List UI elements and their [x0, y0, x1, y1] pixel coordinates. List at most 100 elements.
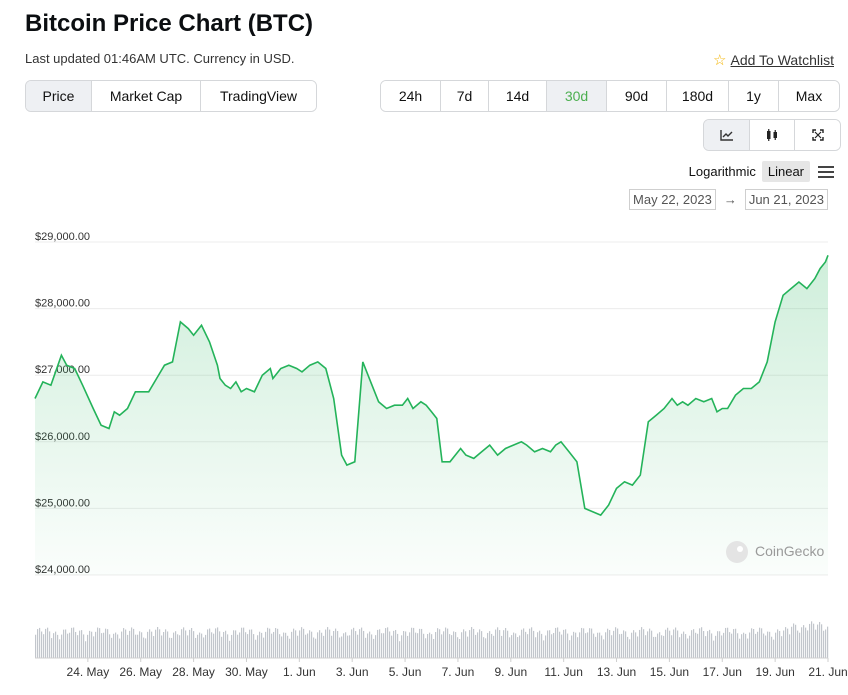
tab-tradingview[interactable]: TradingView: [201, 81, 316, 111]
volume-bar: [291, 631, 293, 658]
line-chart-icon[interactable]: [704, 120, 750, 150]
volume-bar: [801, 627, 803, 658]
volume-bar: [371, 634, 373, 658]
volume-bar: [111, 637, 113, 658]
volume-bar: [669, 630, 671, 658]
volume-bar: [495, 629, 497, 658]
range-14d[interactable]: 14d: [489, 81, 547, 111]
volume-bar: [565, 629, 567, 658]
volume-bar: [725, 627, 727, 658]
volume-bar: [531, 627, 533, 658]
volume-bar: [203, 637, 205, 658]
volume-bar: [717, 631, 719, 658]
volume-bar: [477, 632, 479, 658]
range-180d[interactable]: 180d: [667, 81, 729, 111]
volume-bar: [145, 638, 147, 658]
volume-bar: [571, 635, 573, 658]
volume-bar: [707, 631, 709, 658]
price-chart[interactable]: $29,000.00$28,000.00$27,000.00$26,000.00…: [0, 225, 848, 695]
volume-bar: [591, 628, 593, 658]
volume-bar: [691, 630, 693, 658]
volume-bar: [783, 630, 785, 658]
volume-bar: [361, 627, 363, 658]
volume-bar: [793, 623, 795, 658]
volume-bar: [737, 633, 739, 658]
volume-bar: [427, 633, 429, 658]
volume-bar: [659, 632, 661, 658]
volume-bar: [489, 631, 491, 658]
menu-icon[interactable]: [818, 163, 834, 181]
volume-bar: [183, 627, 185, 658]
volume-bar: [325, 629, 327, 658]
range-90d[interactable]: 90d: [607, 81, 667, 111]
volume-bar: [653, 636, 655, 658]
volume-bar: [43, 634, 45, 658]
price-area: [35, 255, 828, 576]
volume-bar: [797, 630, 799, 658]
volume-bar: [667, 627, 669, 658]
tab-price[interactable]: Price: [26, 81, 92, 111]
volume-bar: [343, 633, 345, 658]
volume-bar: [529, 628, 531, 658]
volume-bar: [739, 638, 741, 658]
volume-bar: [443, 631, 445, 658]
volume-bar: [137, 634, 139, 658]
date-to-input[interactable]: Jun 21, 2023: [744, 189, 828, 210]
volume-bar: [413, 627, 415, 658]
volume-bar: [159, 629, 161, 658]
volume-bar: [383, 633, 385, 658]
volume-bar: [731, 633, 733, 658]
add-to-watchlist-link[interactable]: ☆ Add To Watchlist: [713, 51, 834, 69]
volume-bar: [151, 631, 153, 658]
volume-bar: [141, 632, 143, 658]
scale-linear[interactable]: Linear: [761, 161, 810, 182]
volume-bar: [721, 635, 723, 658]
volume-bar: [799, 632, 801, 658]
volume-bar: [609, 630, 611, 658]
coingecko-logo-icon: [726, 541, 748, 563]
volume-bar: [811, 621, 813, 658]
volume-bar: [769, 631, 771, 658]
candlestick-icon[interactable]: [750, 120, 795, 150]
volume-bar: [549, 630, 551, 658]
volume-bar: [649, 628, 651, 658]
volume-bar: [589, 628, 591, 658]
volume-bar: [337, 631, 339, 658]
volume-bar: [375, 635, 377, 658]
tab-market-cap[interactable]: Market Cap: [92, 81, 201, 111]
volume-bar: [815, 629, 817, 658]
volume-bar: [119, 638, 121, 658]
y-tick-label: $29,000.00: [35, 231, 90, 243]
volume-bar: [479, 629, 481, 658]
x-tick-label: 28. May: [172, 665, 215, 679]
volume-bar: [635, 632, 637, 658]
range-24h[interactable]: 24h: [381, 81, 441, 111]
date-from-input[interactable]: May 22, 2023: [629, 189, 716, 210]
volume-bar: [297, 635, 299, 658]
range-1y[interactable]: 1y: [729, 81, 779, 111]
volume-bar: [631, 632, 633, 658]
range-30d[interactable]: 30d: [547, 81, 607, 111]
range-7d[interactable]: 7d: [441, 81, 489, 111]
volume-bar: [117, 634, 119, 658]
volume-bar: [175, 631, 177, 658]
volume-bar: [723, 632, 725, 658]
volume-bar: [617, 628, 619, 658]
volume-bar: [587, 632, 589, 658]
volume-bar: [245, 632, 247, 658]
volume-bar: [613, 630, 615, 658]
volume-bar: [347, 635, 349, 658]
volume-bar: [251, 629, 253, 658]
range-max[interactable]: Max: [779, 81, 839, 111]
volume-bar: [169, 637, 171, 658]
volume-bar: [79, 630, 81, 658]
volume-bar: [415, 632, 417, 658]
fullscreen-icon[interactable]: [795, 120, 840, 150]
scale-logarithmic[interactable]: Logarithmic: [688, 164, 756, 179]
volume-bar: [259, 631, 261, 658]
volume-bar: [423, 633, 425, 658]
volume-bar: [585, 633, 587, 658]
volume-bar: [827, 626, 829, 658]
volume-bar: [223, 631, 225, 658]
volume-bar: [551, 634, 553, 658]
